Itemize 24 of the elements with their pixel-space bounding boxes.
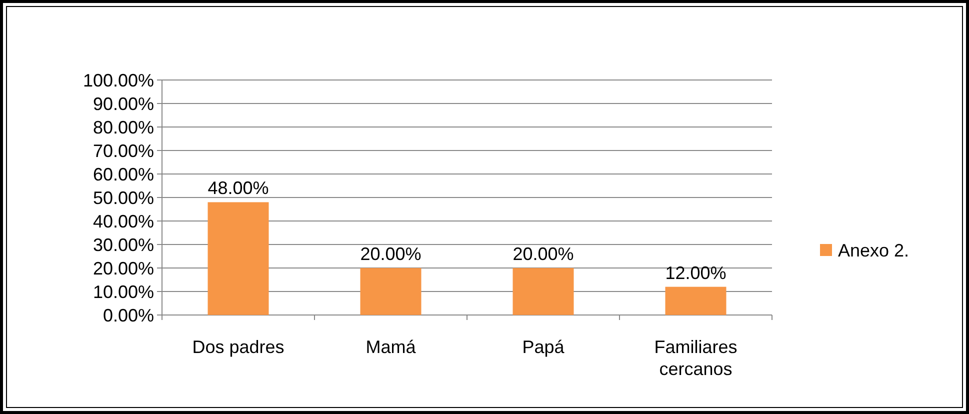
x-tick-label: Mamá xyxy=(366,337,417,357)
y-tick-label: 80.00% xyxy=(92,117,154,138)
y-tick-label: 90.00% xyxy=(92,94,154,114)
y-tick-label: 10.00% xyxy=(92,282,154,302)
y-tick-label: 0.00% xyxy=(102,305,154,326)
bar xyxy=(512,268,574,315)
x-tick-label: Papá xyxy=(522,337,566,357)
y-tick-label: 50.00% xyxy=(92,188,154,208)
data-label: 20.00% xyxy=(360,244,422,264)
y-tick-label: 100.00% xyxy=(82,70,154,90)
y-tick-label: 70.00% xyxy=(92,140,154,161)
bar xyxy=(665,286,726,315)
y-tick-label: 20.00% xyxy=(92,258,154,278)
data-label: 48.00% xyxy=(208,178,269,198)
data-label: 12.00% xyxy=(665,262,726,283)
x-tick-label: Dos padres xyxy=(192,337,284,357)
y-tick-label: 40.00% xyxy=(92,211,154,232)
bar xyxy=(208,202,269,315)
y-tick-label: 30.00% xyxy=(92,234,154,255)
y-tick-label: 60.00% xyxy=(92,164,154,184)
legend-label: Anexo 2. xyxy=(838,240,910,260)
bar xyxy=(360,268,422,315)
x-tick-label: Familiares cercanos xyxy=(654,337,738,379)
data-label: 20.00% xyxy=(512,244,574,264)
